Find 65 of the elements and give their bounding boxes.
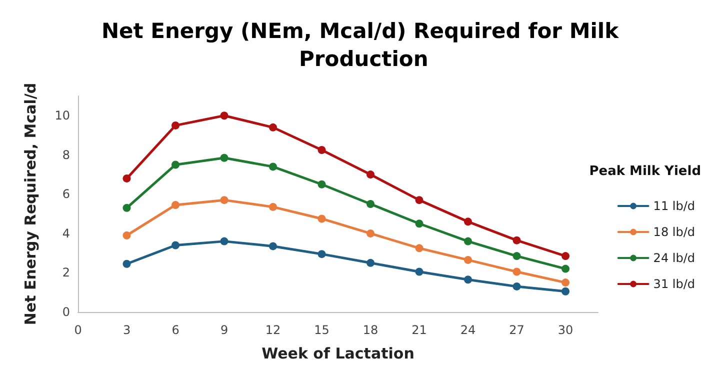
- y-tick-label: 0: [62, 305, 70, 319]
- point: [220, 237, 228, 246]
- point: [512, 252, 521, 260]
- legend-title: Peak Milk Yield: [589, 164, 702, 179]
- x-tick-label: 24: [460, 323, 476, 337]
- point: [269, 123, 277, 132]
- point: [366, 200, 374, 208]
- point: [318, 214, 326, 223]
- x-tick-label: 9: [220, 323, 228, 337]
- x-tick-label: 18: [362, 323, 378, 337]
- point: [415, 268, 424, 276]
- point: [122, 174, 131, 182]
- point: [172, 121, 180, 130]
- x-tick-label: 15: [314, 323, 330, 337]
- point: [220, 154, 228, 162]
- y-tick-label: 2: [62, 266, 70, 280]
- point: [512, 236, 521, 244]
- point: [464, 276, 472, 284]
- point: [562, 264, 570, 273]
- point: [269, 162, 277, 171]
- point: [464, 256, 472, 264]
- x-tick-label: 12: [265, 323, 281, 337]
- point: [318, 146, 326, 154]
- y-tick-label: 6: [62, 187, 70, 202]
- point: [366, 229, 374, 238]
- legend-label: 31 lb/d: [653, 277, 696, 291]
- y-axis-title: Net Energy Required, Mcal/d: [22, 82, 40, 326]
- x-tick-label: 30: [558, 323, 574, 337]
- point: [318, 250, 326, 258]
- point: [172, 241, 180, 250]
- point: [172, 200, 180, 209]
- legend-label: 24 lb/d: [653, 251, 696, 265]
- point: [512, 268, 521, 276]
- point: [366, 170, 374, 179]
- point: [220, 196, 228, 204]
- point: [220, 112, 228, 120]
- point: [122, 260, 131, 268]
- point: [562, 287, 570, 296]
- x-tick-label: 27: [509, 323, 524, 337]
- point: [122, 204, 131, 212]
- point: [366, 258, 374, 267]
- point: [512, 282, 521, 290]
- x-tick-label: 6: [172, 323, 180, 337]
- x-tick-label: 3: [122, 323, 131, 337]
- point: [122, 231, 131, 240]
- point: [269, 202, 277, 211]
- legend-label: 11 lb/d: [653, 199, 696, 213]
- point: [464, 218, 472, 226]
- point: [464, 237, 472, 246]
- point: [172, 160, 180, 169]
- x-tick-label: 0: [74, 323, 82, 337]
- legend-label: 18 lb/d: [653, 225, 696, 239]
- point: [415, 196, 424, 204]
- point: [318, 180, 326, 188]
- x-axis-title: Week of Lactation: [262, 344, 414, 362]
- point: [562, 252, 570, 260]
- y-tick-label: 10: [54, 108, 70, 123]
- x-tick-label: 21: [412, 323, 427, 337]
- point: [562, 278, 570, 287]
- point: [415, 244, 424, 252]
- y-tick-label: 4: [62, 226, 70, 240]
- point: [269, 242, 277, 250]
- point: [415, 220, 424, 228]
- y-tick-label: 8: [62, 148, 70, 162]
- chart-title: Net Energy (NEm, Mcal/d) Required for Milk Production: [101, 19, 620, 71]
